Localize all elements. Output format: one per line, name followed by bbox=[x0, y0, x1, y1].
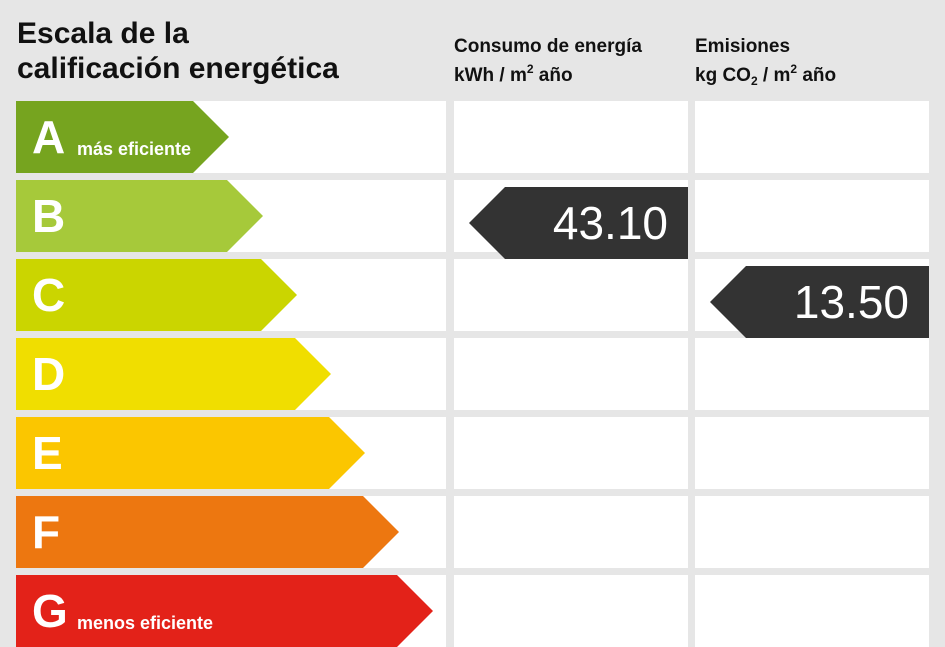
grade-description: más eficiente bbox=[77, 139, 192, 159]
consumo-cell-e bbox=[454, 417, 688, 489]
scale-title-line1: Escala de la bbox=[17, 17, 189, 50]
emisiones-cell-e bbox=[695, 417, 929, 489]
emisiones-column-header: Emisiones kg CO2 / m2 año bbox=[695, 32, 836, 90]
consumo-cell-d bbox=[454, 338, 688, 410]
emisiones-marker: 13.50 bbox=[710, 266, 929, 338]
grade-letter: E bbox=[32, 427, 63, 479]
grade-arrow-c: C bbox=[16, 259, 297, 331]
emisiones-cell-a bbox=[695, 101, 929, 173]
grade-letter: B bbox=[32, 190, 66, 242]
consumo-marker: 43.10 bbox=[469, 187, 688, 259]
grade-letter: D bbox=[32, 348, 66, 400]
scale-title-line2: calificación energética bbox=[17, 52, 339, 85]
scale-title: Escala de la calificación energética bbox=[17, 16, 339, 86]
grade-letter: A bbox=[32, 111, 66, 163]
emisiones-cell-g bbox=[695, 575, 929, 647]
consumo-column-header: Consumo de energía kWh / m2 año bbox=[454, 32, 642, 90]
consumo-cell-f bbox=[454, 496, 688, 568]
consumo-cell-a bbox=[454, 101, 688, 173]
consumo-unit: kWh / m2 año bbox=[454, 62, 573, 86]
emisiones-cell-f bbox=[695, 496, 929, 568]
consumo-title: Consumo de energía bbox=[454, 36, 642, 57]
grade-arrow-d: D bbox=[16, 338, 331, 410]
grade-arrow-f: F bbox=[16, 496, 399, 568]
emisiones-marker-value: 13.50 bbox=[793, 276, 909, 328]
emisiones-cell-d bbox=[695, 338, 929, 410]
grade-description: menos eficiente bbox=[77, 613, 214, 633]
consumo-cell-c bbox=[454, 259, 688, 331]
consumo-cell-g bbox=[454, 575, 688, 647]
grade-arrow-b: B bbox=[16, 180, 263, 252]
emisiones-unit: kg CO2 / m2 año bbox=[695, 62, 837, 88]
grade-letter: G bbox=[32, 585, 68, 637]
emisiones-cell-b bbox=[695, 180, 929, 252]
consumo-marker-value: 43.10 bbox=[552, 197, 668, 249]
grade-letter: C bbox=[32, 269, 66, 321]
emisiones-title: Emisiones bbox=[695, 36, 791, 57]
grade-arrow-e: E bbox=[16, 417, 365, 489]
grade-letter: F bbox=[32, 506, 61, 558]
